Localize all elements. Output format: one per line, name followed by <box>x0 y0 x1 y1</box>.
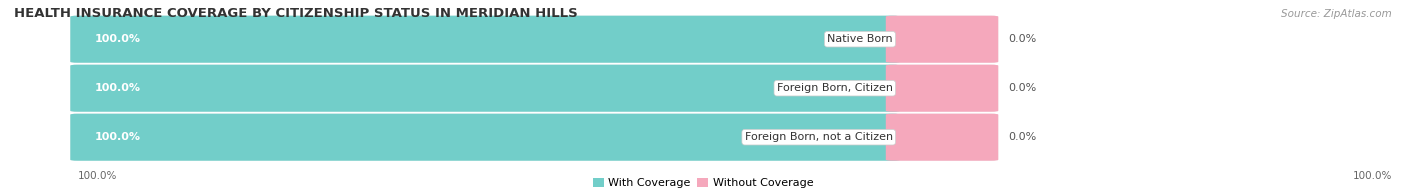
FancyBboxPatch shape <box>70 16 900 63</box>
FancyBboxPatch shape <box>886 114 998 161</box>
Text: 100.0%: 100.0% <box>77 171 117 181</box>
Text: 100.0%: 100.0% <box>94 34 141 44</box>
Text: 0.0%: 0.0% <box>1008 132 1036 142</box>
Text: 100.0%: 100.0% <box>94 83 141 93</box>
Text: 0.0%: 0.0% <box>1008 83 1036 93</box>
FancyBboxPatch shape <box>70 65 998 112</box>
Text: Source: ZipAtlas.com: Source: ZipAtlas.com <box>1281 9 1392 19</box>
Text: 100.0%: 100.0% <box>1353 171 1392 181</box>
Text: HEALTH INSURANCE COVERAGE BY CITIZENSHIP STATUS IN MERIDIAN HILLS: HEALTH INSURANCE COVERAGE BY CITIZENSHIP… <box>14 7 578 20</box>
FancyBboxPatch shape <box>886 16 998 63</box>
Text: 100.0%: 100.0% <box>94 132 141 142</box>
FancyBboxPatch shape <box>70 65 900 112</box>
Text: Native Born: Native Born <box>827 34 893 44</box>
FancyBboxPatch shape <box>70 114 998 161</box>
FancyBboxPatch shape <box>886 65 998 112</box>
Text: Foreign Born, not a Citizen: Foreign Born, not a Citizen <box>745 132 893 142</box>
FancyBboxPatch shape <box>70 114 900 161</box>
Text: Foreign Born, Citizen: Foreign Born, Citizen <box>776 83 893 93</box>
FancyBboxPatch shape <box>70 16 998 63</box>
Legend: With Coverage, Without Coverage: With Coverage, Without Coverage <box>588 173 818 192</box>
Text: 0.0%: 0.0% <box>1008 34 1036 44</box>
